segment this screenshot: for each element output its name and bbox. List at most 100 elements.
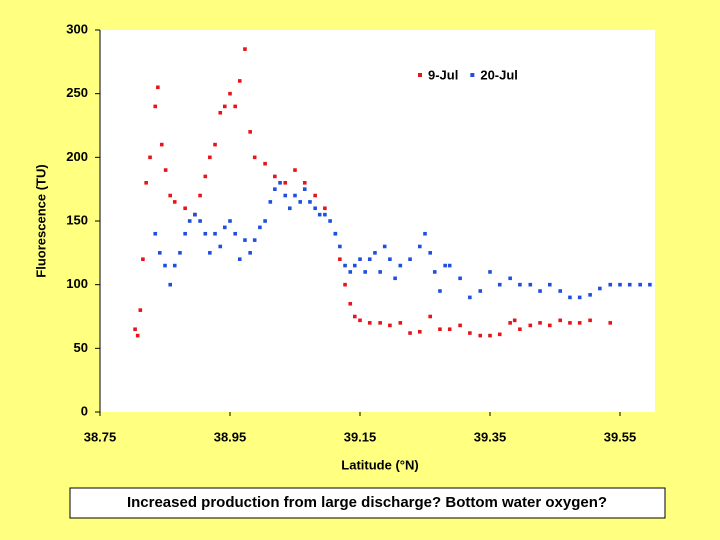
point [328, 219, 332, 223]
point [193, 212, 197, 217]
point [508, 276, 512, 281]
y-tick-label: 50 [74, 340, 88, 355]
point [438, 289, 442, 293]
point [293, 193, 297, 198]
point [293, 168, 297, 172]
point [382, 244, 387, 249]
point [218, 110, 223, 115]
point [144, 181, 148, 185]
point [141, 257, 145, 261]
point [283, 181, 288, 185]
point [508, 321, 512, 325]
point [343, 282, 347, 287]
point [298, 200, 302, 204]
point [488, 270, 492, 274]
point [233, 231, 237, 236]
point [398, 263, 403, 268]
point [497, 332, 502, 337]
point [648, 282, 652, 287]
point [323, 212, 327, 217]
point [378, 270, 382, 274]
point [598, 286, 602, 291]
point [223, 225, 227, 230]
point [273, 174, 277, 179]
point [168, 193, 172, 198]
x-tick-label: 39.15 [344, 429, 377, 444]
point [528, 282, 533, 287]
x-tick-label: 39.35 [474, 429, 507, 444]
point [237, 257, 242, 261]
point [638, 282, 642, 287]
caption: Increased production from large discharg… [127, 494, 607, 511]
point [428, 314, 432, 319]
point [618, 282, 622, 287]
point [548, 323, 552, 328]
point [168, 282, 172, 287]
point [208, 155, 212, 160]
x-tick-label: 38.75 [84, 429, 117, 444]
point [393, 276, 397, 281]
point [243, 47, 247, 51]
point [183, 231, 187, 236]
point [163, 263, 167, 268]
point [608, 282, 613, 287]
point [148, 155, 152, 160]
point [558, 318, 562, 323]
point [302, 187, 307, 191]
point [568, 321, 572, 325]
point [213, 231, 217, 236]
point [608, 321, 613, 325]
point [252, 238, 257, 242]
point [458, 323, 462, 328]
point [178, 251, 182, 255]
point [388, 257, 392, 261]
point [348, 301, 353, 306]
point [538, 321, 542, 325]
point [208, 251, 212, 255]
point [432, 270, 437, 274]
point [172, 263, 177, 268]
point [323, 206, 327, 211]
point [348, 270, 353, 274]
point [373, 251, 377, 255]
point [283, 193, 288, 198]
point [252, 155, 257, 160]
point [343, 263, 347, 268]
y-tick-label: 200 [66, 149, 88, 164]
x-tick-label: 39.55 [604, 429, 637, 444]
point [156, 85, 160, 90]
x-tick-label: 38.95 [214, 429, 247, 444]
legend-label: 20-Jul [480, 67, 518, 82]
point [302, 181, 307, 185]
point [248, 130, 252, 134]
point [418, 244, 422, 249]
point [423, 231, 427, 236]
point [133, 327, 137, 332]
point [248, 251, 252, 255]
point [512, 318, 517, 323]
point [288, 206, 292, 211]
point [203, 174, 208, 179]
point [538, 289, 542, 293]
point [428, 251, 432, 255]
point [333, 231, 338, 236]
point [518, 327, 522, 332]
caption-box [69, 487, 666, 519]
point [268, 200, 273, 204]
plot-area [100, 30, 655, 412]
point [263, 219, 267, 223]
point [353, 314, 357, 319]
point [478, 333, 483, 338]
y-tick-label: 300 [66, 21, 88, 36]
point [258, 225, 262, 230]
point [528, 323, 533, 328]
point [367, 321, 372, 325]
point [443, 263, 447, 268]
point [388, 323, 392, 328]
point [218, 244, 223, 249]
point [363, 270, 367, 274]
y-tick-label: 150 [66, 212, 88, 227]
point [228, 91, 232, 96]
y-tick-label: 250 [66, 85, 88, 100]
point [478, 289, 483, 293]
